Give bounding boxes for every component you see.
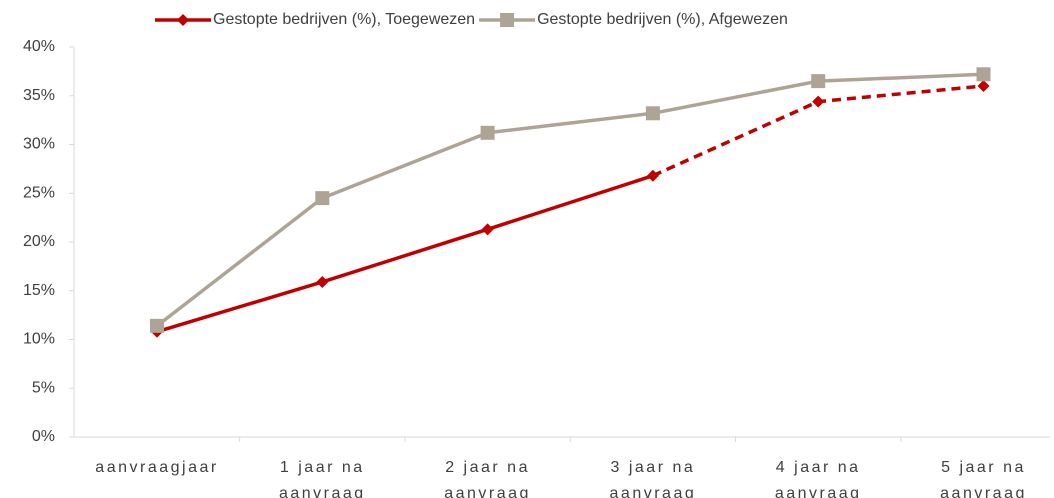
y-tick-label: 25% [23,184,55,201]
marker [315,191,330,206]
marker [645,106,660,121]
marker [976,67,991,82]
marker [977,80,990,92]
x-tick-label: aanvraagjaar [95,459,219,476]
legend-label: Gestopte bedrijven (%), Afgewezen [537,11,788,28]
marker [481,223,494,236]
y-tick-label: 40% [23,38,55,55]
y-tick-label: 35% [23,87,55,104]
y-tick-label: 0% [32,428,55,445]
x-tick-label: 2 jaar na aanvraag [444,459,531,498]
y-tick-label: 10% [23,331,55,348]
marker [500,13,515,27]
x-tick-label: 5 jaar na aanvraag [940,459,1027,498]
y-tick-label: 15% [23,282,55,299]
marker [316,275,329,288]
y-tick-label: 5% [32,379,55,396]
marker [150,318,164,333]
marker [177,14,189,26]
marker [480,125,495,140]
line [156,174,654,334]
y-tick-label: 30% [23,136,55,153]
marker [646,169,659,182]
legend-label: Gestopte bedrijven (%), Toegewezen [213,11,475,28]
x-tick-label: 1 jaar na aanvraag [278,459,366,498]
y-tick-label: 20% [23,233,55,250]
x-tick-label: 3 jaar na aanvraag [609,459,697,498]
x-tick-label: 4 jaar na aanvraag [774,459,862,498]
marker [811,74,826,89]
line [155,72,984,328]
marker [812,95,825,108]
